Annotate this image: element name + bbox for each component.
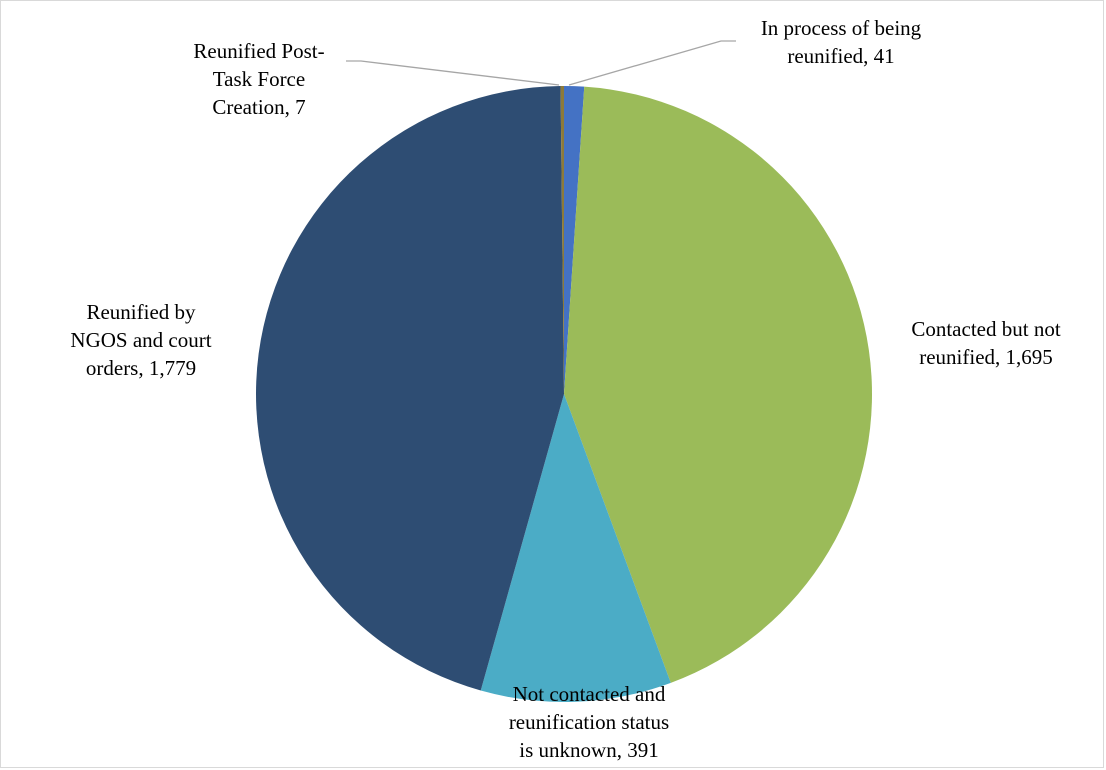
- data-label-line: In process of being: [761, 16, 922, 40]
- data-label-line: Reunified by: [86, 300, 196, 324]
- leader-line-1: [568, 40, 736, 86]
- pie-slice-3: [480, 394, 671, 702]
- pie-slice-5: [560, 86, 564, 394]
- data-label-5: Reunified Post- Task Force Creation, 7: [193, 39, 324, 119]
- pie-slice-1: [564, 86, 585, 394]
- pie-slice-4: [255, 86, 564, 691]
- leader-line-5: [346, 60, 560, 86]
- data-label-2: Contacted but not reunified, 1,695: [911, 317, 1060, 369]
- data-label-line: Task Force: [213, 67, 305, 91]
- data-label-line: is unknown, 391: [519, 738, 658, 762]
- data-label-line: orders, 1,779: [86, 356, 196, 380]
- data-label-3: Not contacted and reunification status is …: [509, 682, 669, 762]
- data-label-1: In process of being reunified, 41: [761, 16, 922, 68]
- data-label-line: Contacted but not: [911, 317, 1060, 341]
- data-label-line: Reunified Post-: [193, 39, 324, 63]
- pie-slice-2: [564, 86, 873, 683]
- data-label-4: Reunified by NGOS and court orders, 1,779: [70, 300, 211, 380]
- data-label-line: Not contacted and: [513, 682, 666, 706]
- data-label-line: reunified, 41: [787, 44, 894, 68]
- data-label-line: NGOS and court: [70, 328, 211, 352]
- data-label-line: reunified, 1,695: [919, 345, 1053, 369]
- data-label-line: Creation, 7: [212, 95, 305, 119]
- data-label-line: reunification status: [509, 710, 669, 734]
